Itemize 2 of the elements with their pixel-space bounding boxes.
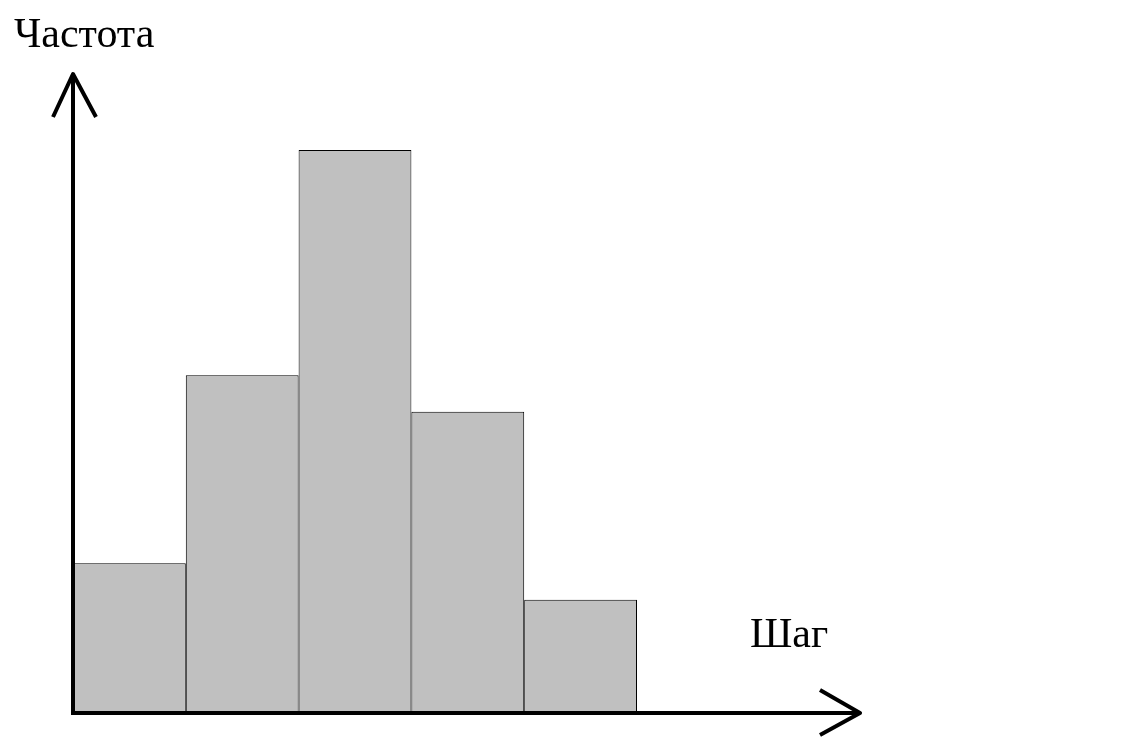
x-axis-title: Шаг [750, 610, 829, 656]
y-axis-title: Частота [14, 10, 155, 56]
